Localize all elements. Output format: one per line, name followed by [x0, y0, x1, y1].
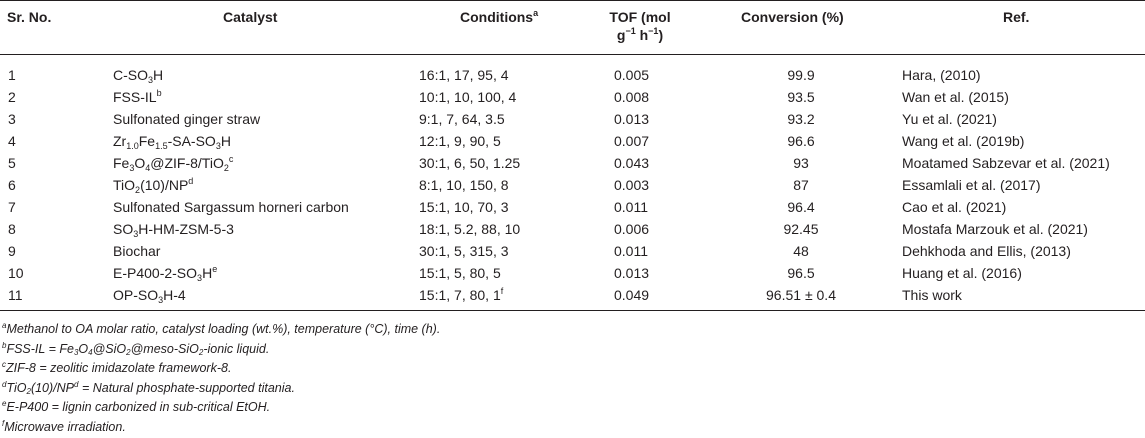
cell-tof: 0.049 [614, 287, 650, 303]
cell-sr-no: 4 [8, 133, 16, 149]
header-conditions: Conditionsa [460, 8, 538, 26]
header-tof: TOF (mol g−1 h−1) [590, 8, 690, 44]
header-conditions-label: Conditions [460, 9, 534, 25]
cell-catalyst: Sulfonated Sargassum horneri carbon [113, 199, 349, 215]
cell-tof: 0.011 [614, 199, 648, 215]
cell-catalyst: Biochar [113, 243, 161, 259]
cell-catalyst: E-P400-2-SO3He [113, 264, 218, 283]
cell-sr-no: 1 [8, 67, 16, 83]
cell-conditions: 12:1, 9, 90, 5 [419, 133, 501, 149]
header-rule [0, 54, 1145, 55]
cell-conversion: 93.2 [787, 111, 815, 127]
cell-catalyst: Zr1.0Fe1.5-SA-SO3H [113, 133, 231, 151]
cell-conditions: 15:1, 10, 70, 3 [419, 199, 509, 215]
cell-ref: Wang et al. (2019b) [902, 133, 1025, 149]
cell-sr-no: 7 [8, 199, 16, 215]
header-tof-line2: g−1 h−1) [616, 26, 664, 44]
cell-catalyst: OP-SO3H-4 [113, 287, 186, 305]
table-row: 8 SO3H-HM-ZSM-5-3 18:1, 5.2, 88, 10 0.006 92… [0, 219, 1145, 241]
cell-tof: 0.043 [614, 155, 650, 171]
cell-conversion: 92.45 [783, 221, 819, 237]
table-row: 4 Zr1.0Fe1.5-SA-SO3H 12:1, 9, 90, 5 0.007 96… [0, 131, 1145, 153]
cell-conditions: 15:1, 5, 80, 5 [419, 265, 501, 281]
cell-catalyst: C-SO3H [113, 67, 164, 85]
cell-ref: Wan et al. (2015) [902, 89, 1009, 105]
table-row: 1 C-SO3H 16:1, 17, 95, 4 0.005 99.9 Hara, (20… [0, 65, 1145, 87]
footnote: bFSS-IL = Fe3O4@SiO2@meso-SiO2-ionic liq… [2, 340, 270, 357]
cell-conditions: 9:1, 7, 64, 3.5 [419, 111, 505, 127]
cell-sr-no: 6 [8, 177, 16, 193]
cell-conditions: 15:1, 7, 80, 1f [419, 286, 504, 304]
cell-conditions: 30:1, 6, 50, 1.25 [419, 155, 521, 171]
cell-conversion: 96.6 [787, 133, 815, 149]
cell-conversion: 96.5 [787, 265, 815, 281]
cell-ref: Hara, (2010) [902, 67, 981, 83]
table-row: 9 Biochar 30:1, 5, 315, 3 0.011 48 Dehkhoda a… [0, 241, 1145, 263]
footnote: aMethanol to OA molar ratio, catalyst lo… [2, 321, 441, 337]
cell-tof: 0.013 [614, 111, 650, 127]
cell-conversion: 96.4 [787, 199, 815, 215]
cell-conversion: 48 [793, 243, 809, 259]
cell-sr-no: 5 [8, 155, 16, 171]
cell-catalyst: Fe3O4@ZIF-8/TiO2c [113, 154, 234, 173]
table-row: 3 Sulfonated ginger straw 9:1, 7, 64, 3.5 0… [0, 109, 1145, 131]
footnote: eE-P400 = lignin carbonized in sub-criti… [2, 399, 271, 415]
cell-conditions: 8:1, 10, 150, 8 [419, 177, 509, 193]
header-tof-line1: TOF (mol [609, 9, 671, 25]
header-ref: Ref. [1003, 9, 1030, 25]
table-row: 7 Sulfonated Sargassum horneri carbon 15:1… [0, 197, 1145, 219]
header-sr-no: Sr. No. [7, 9, 52, 25]
table-footnotes: aMethanol to OA molar ratio, catalyst lo… [2, 320, 440, 437]
cell-tof: 0.003 [614, 177, 650, 193]
table-row: 6 TiO2(10)/NPd 8:1, 10, 150, 8 0.003 87 Essam… [0, 175, 1145, 197]
cell-catalyst: Sulfonated ginger straw [113, 111, 261, 127]
cell-ref: This work [902, 287, 962, 303]
cell-catalyst: SO3H-HM-ZSM-5-3 [113, 221, 234, 239]
cell-tof: 0.008 [614, 89, 650, 105]
top-rule [0, 0, 1145, 1]
table-row: 5 Fe3O4@ZIF-8/TiO2c 30:1, 6, 50, 1.25 0.043… [0, 153, 1145, 175]
footnote: cZIF-8 = zeolitic imidazolate framework-… [2, 360, 232, 376]
cell-sr-no: 10 [8, 265, 24, 281]
header-catalyst: Catalyst [223, 9, 278, 25]
table-row: 11 OP-SO3H-4 15:1, 7, 80, 1f 0.049 96.51 ± 0… [0, 285, 1145, 307]
bottom-rule [0, 310, 1145, 311]
cell-ref: Cao et al. (2021) [902, 199, 1007, 215]
cell-sr-no: 11 [8, 287, 23, 303]
footnote: dTiO2(10)/NPd = Natural phosphate-suppor… [2, 379, 295, 396]
header-conditions-footnote-mark: a [533, 8, 539, 18]
cell-sr-no: 9 [8, 243, 16, 259]
cell-tof: 0.013 [614, 265, 650, 281]
cell-sr-no: 3 [8, 111, 16, 127]
table-row: 10 E-P400-2-SO3He 15:1, 5, 80, 5 0.013 96.5 H… [0, 263, 1145, 285]
cell-ref: Moatamed Sabzevar et al. (2021) [902, 155, 1110, 171]
cell-conversion: 87 [793, 177, 809, 193]
cell-ref: Mostafa Marzouk et al. (2021) [902, 221, 1088, 237]
cell-ref: Huang et al. (2016) [902, 265, 1022, 281]
cell-ref: Dehkhoda and Ellis, (2013) [902, 243, 1071, 259]
cell-ref: Essamlali et al. (2017) [902, 177, 1041, 193]
cell-tof: 0.006 [614, 221, 650, 237]
cell-conditions: 18:1, 5.2, 88, 10 [419, 221, 521, 237]
cell-catalyst: FSS-ILb [113, 88, 162, 106]
header-conversion: Conversion (%) [741, 9, 844, 25]
footnote: fMicrowave irradiation. [2, 418, 126, 434]
cell-conditions: 16:1, 17, 95, 4 [419, 67, 509, 83]
cell-sr-no: 2 [8, 89, 16, 105]
cell-tof: 0.007 [614, 133, 650, 149]
cell-conversion: 93 [793, 155, 809, 171]
table-body: 1 C-SO3H 16:1, 17, 95, 4 0.005 99.9 Hara, (20… [0, 65, 1145, 307]
cell-conditions: 10:1, 10, 100, 4 [419, 89, 517, 105]
cell-ref: Yu et al. (2021) [902, 111, 997, 127]
cell-catalyst: TiO2(10)/NPd [113, 176, 194, 195]
cell-conversion: 99.9 [787, 67, 815, 83]
cell-sr-no: 8 [8, 221, 16, 237]
cell-conversion: 96.51 ± 0.4 [766, 287, 836, 303]
cell-conversion: 93.5 [787, 89, 815, 105]
table-row: 2 FSS-ILb 10:1, 10, 100, 4 0.008 93.5 Wan et … [0, 87, 1145, 109]
cell-tof: 0.005 [614, 67, 650, 83]
cell-conditions: 30:1, 5, 315, 3 [419, 243, 509, 259]
cell-tof: 0.011 [614, 243, 648, 259]
